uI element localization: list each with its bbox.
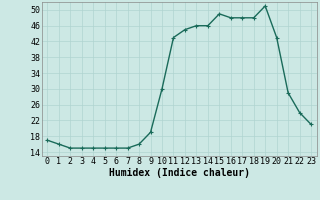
X-axis label: Humidex (Indice chaleur): Humidex (Indice chaleur) <box>109 168 250 178</box>
